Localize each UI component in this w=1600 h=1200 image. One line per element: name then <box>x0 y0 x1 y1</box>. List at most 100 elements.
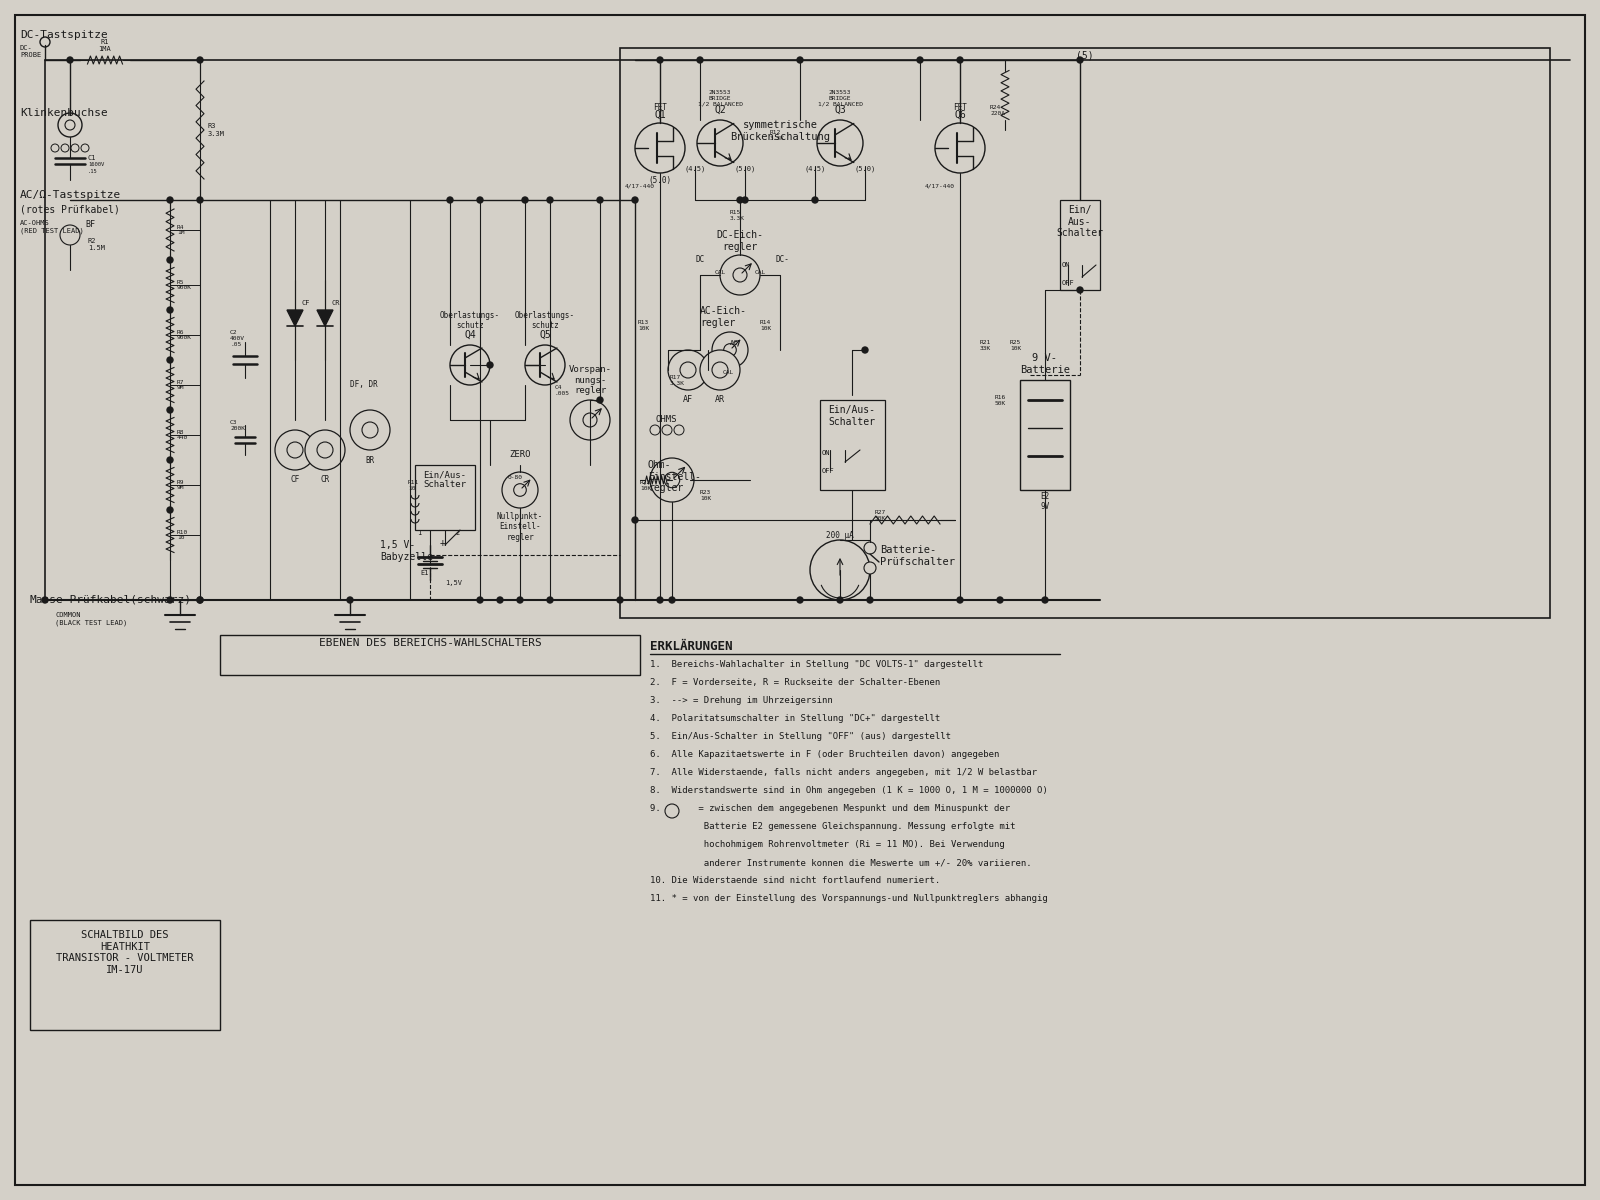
Text: Q4: Q4 <box>464 330 475 340</box>
Circle shape <box>658 56 662 62</box>
Circle shape <box>350 410 390 450</box>
Text: OFF: OFF <box>1062 280 1075 286</box>
Circle shape <box>680 362 696 378</box>
Text: CAL: CAL <box>722 370 734 374</box>
Circle shape <box>166 307 173 313</box>
Circle shape <box>197 596 203 602</box>
Text: AC: AC <box>730 340 739 346</box>
Text: R8
440: R8 440 <box>178 430 189 440</box>
Text: R25
10K: R25 10K <box>1010 340 1021 350</box>
Circle shape <box>1077 56 1083 62</box>
Circle shape <box>813 197 818 203</box>
Text: R4
1M: R4 1M <box>178 224 184 235</box>
Text: R22
10K: R22 10K <box>640 480 651 491</box>
Text: E1: E1 <box>419 570 429 576</box>
Circle shape <box>58 113 82 137</box>
Text: (5.0): (5.0) <box>648 176 672 185</box>
Text: R12
3.3K: R12 3.3K <box>770 130 786 140</box>
Text: DC-Tastspitze: DC-Tastspitze <box>19 30 107 40</box>
Text: CF: CF <box>290 475 299 484</box>
Circle shape <box>658 596 662 602</box>
Text: 4/17-440: 4/17-440 <box>925 184 955 188</box>
Circle shape <box>525 346 565 385</box>
Circle shape <box>862 347 867 353</box>
Text: R11
10: R11 10 <box>408 480 419 491</box>
Circle shape <box>957 56 963 62</box>
Circle shape <box>477 596 483 602</box>
Circle shape <box>486 362 493 368</box>
Text: 8.  Widerstandswerte sind in Ohm angegeben (1 K = 1000 O, 1 M = 1000000 O): 8. Widerstandswerte sind in Ohm angegebe… <box>650 786 1048 794</box>
Text: (4.5): (4.5) <box>685 164 706 172</box>
Text: Ohm-
Einstell-
regler: Ohm- Einstell- regler <box>648 460 701 493</box>
Circle shape <box>957 596 963 602</box>
Circle shape <box>51 144 59 152</box>
Circle shape <box>67 56 74 62</box>
Text: C2
400V
.05: C2 400V .05 <box>230 330 245 347</box>
Text: R14
10K: R14 10K <box>760 320 771 331</box>
Polygon shape <box>286 310 302 326</box>
Text: 2.  F = Vorderseite, R = Ruckseite der Schalter-Ebenen: 2. F = Vorderseite, R = Ruckseite der Sc… <box>650 678 941 686</box>
Circle shape <box>864 542 877 554</box>
Bar <box>819 400 885 490</box>
Circle shape <box>522 197 528 203</box>
Text: CAL: CAL <box>715 270 726 275</box>
Text: Oberlastungs-
schutz: Oberlastungs- schutz <box>515 311 574 330</box>
Text: AF: AF <box>683 395 693 404</box>
Text: R7
9M: R7 9M <box>178 379 184 390</box>
Text: 1/2 BALANCED: 1/2 BALANCED <box>818 102 862 107</box>
Circle shape <box>934 122 986 173</box>
Text: R13
10K: R13 10K <box>638 320 650 331</box>
Text: Ein/
Aus-
Schalter: Ein/ Aus- Schalter <box>1056 205 1104 238</box>
Text: OHMS: OHMS <box>654 415 677 424</box>
Text: R5
900K: R5 900K <box>178 280 192 290</box>
Text: BR: BR <box>365 456 374 464</box>
Text: E2
9V: E2 9V <box>1040 492 1050 511</box>
Text: (5): (5) <box>1077 50 1094 60</box>
Circle shape <box>632 517 638 523</box>
Text: 10. Die Widerstaende sind nicht fortlaufend numeriert.: 10. Die Widerstaende sind nicht fortlauf… <box>650 876 941 886</box>
Circle shape <box>664 473 680 487</box>
Text: 0-80: 0-80 <box>509 475 523 480</box>
Circle shape <box>810 540 870 600</box>
Text: Masse-Prüfkabel(schwarz): Masse-Prüfkabel(schwarz) <box>30 595 192 605</box>
Text: Ein/Aus-
Schalter: Ein/Aus- Schalter <box>424 470 467 490</box>
Text: CR: CR <box>320 475 330 484</box>
Circle shape <box>166 457 173 463</box>
Circle shape <box>720 254 760 295</box>
Text: Q3: Q3 <box>834 104 846 115</box>
Text: R16
50K: R16 50K <box>995 395 1006 406</box>
Circle shape <box>306 430 346 470</box>
Text: 11. * = von der Einstellung des Vorspannungs-und Nullpunktreglers abhangig: 11. * = von der Einstellung des Vorspann… <box>650 894 1048 902</box>
Text: 2N3553: 2N3553 <box>829 90 851 95</box>
Circle shape <box>797 596 803 602</box>
Text: FET: FET <box>954 103 966 112</box>
Circle shape <box>166 197 173 203</box>
Circle shape <box>61 144 69 152</box>
Text: ON: ON <box>822 450 830 456</box>
Polygon shape <box>317 310 333 326</box>
Text: 4.  Polaritatsumschalter in Stellung "DC+" dargestellt: 4. Polaritatsumschalter in Stellung "DC+… <box>650 714 941 722</box>
Circle shape <box>498 596 502 602</box>
Circle shape <box>669 350 707 390</box>
Text: DC-
PROBE: DC- PROBE <box>19 44 42 58</box>
Text: +: + <box>440 538 446 548</box>
Bar <box>621 48 1550 618</box>
Circle shape <box>635 122 685 173</box>
Circle shape <box>66 120 75 130</box>
Text: AR: AR <box>715 395 725 404</box>
Circle shape <box>712 332 749 368</box>
Text: R23
10K: R23 10K <box>701 490 712 500</box>
Circle shape <box>362 422 378 438</box>
Circle shape <box>61 226 80 245</box>
Circle shape <box>738 197 742 203</box>
Text: 200 µA: 200 µA <box>826 530 854 540</box>
Text: ON: ON <box>1062 262 1070 268</box>
Circle shape <box>723 343 736 356</box>
Text: Vorspan-
nungs-
regler: Vorspan- nungs- regler <box>568 365 611 395</box>
Circle shape <box>40 37 50 47</box>
Text: R17
3.3K: R17 3.3K <box>670 374 685 385</box>
Text: R27
50K: R27 50K <box>875 510 886 521</box>
Text: 1.  Bereichs-Wahlachalter in Stellung "DC VOLTS-1" dargestellt: 1. Bereichs-Wahlachalter in Stellung "DC… <box>650 660 984 670</box>
Text: ZERO: ZERO <box>509 450 531 458</box>
Circle shape <box>197 596 203 602</box>
